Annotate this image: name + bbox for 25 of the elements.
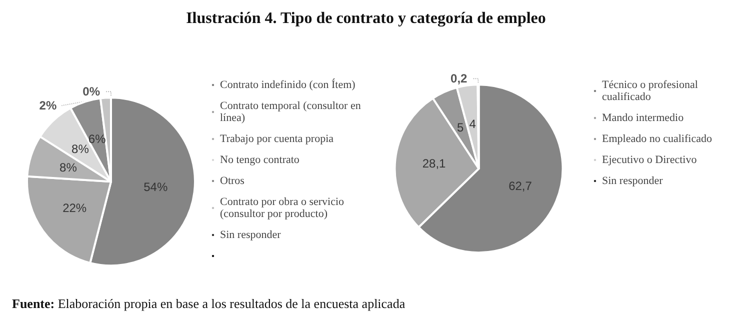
data-label: 4 — [469, 117, 476, 132]
legend-label: Empleado no cualificado — [602, 133, 712, 145]
legend-label: Otros — [220, 175, 244, 187]
data-label: 8% — [60, 160, 78, 175]
data-label: 8% — [72, 142, 90, 156]
data-label: 22% — [62, 201, 87, 216]
data-label: 28,1 — [422, 156, 446, 171]
legend-label: Contrato indefinido (con Ítem) — [220, 78, 356, 91]
data-label: 0,2 — [450, 72, 468, 86]
legend-label: Sin responder — [220, 229, 282, 241]
legend-label: Sin responder — [602, 175, 664, 187]
data-label: 62,7 — [508, 179, 532, 194]
legend-label: Mando intermedio — [602, 112, 684, 124]
data-label: 5 — [457, 120, 464, 135]
text: 0% — [82, 84, 100, 99]
chart-title: Ilustración 4. Tipo de contrato y categoría de empleo — [185, 10, 547, 28]
legend-label: No tengo contrato — [220, 154, 300, 166]
legend-label: Contrato por obra o servicio (consultor por producto) — [220, 196, 347, 220]
legend-label: Técnico o profesional cualificado — [602, 79, 701, 103]
legend-label: Trabajo por cuenta propia — [220, 133, 334, 145]
legend-label: Contrato temporal (consultor en línea) — [220, 100, 364, 124]
source-note: Fuente: Elaboración propia en base a los resultados de la encuesta aplicada — [12, 296, 406, 312]
data-label: 2% — [39, 98, 57, 113]
data-label: 54% — [144, 180, 168, 194]
legend-label: Ejecutivo o Directivo — [602, 154, 698, 166]
